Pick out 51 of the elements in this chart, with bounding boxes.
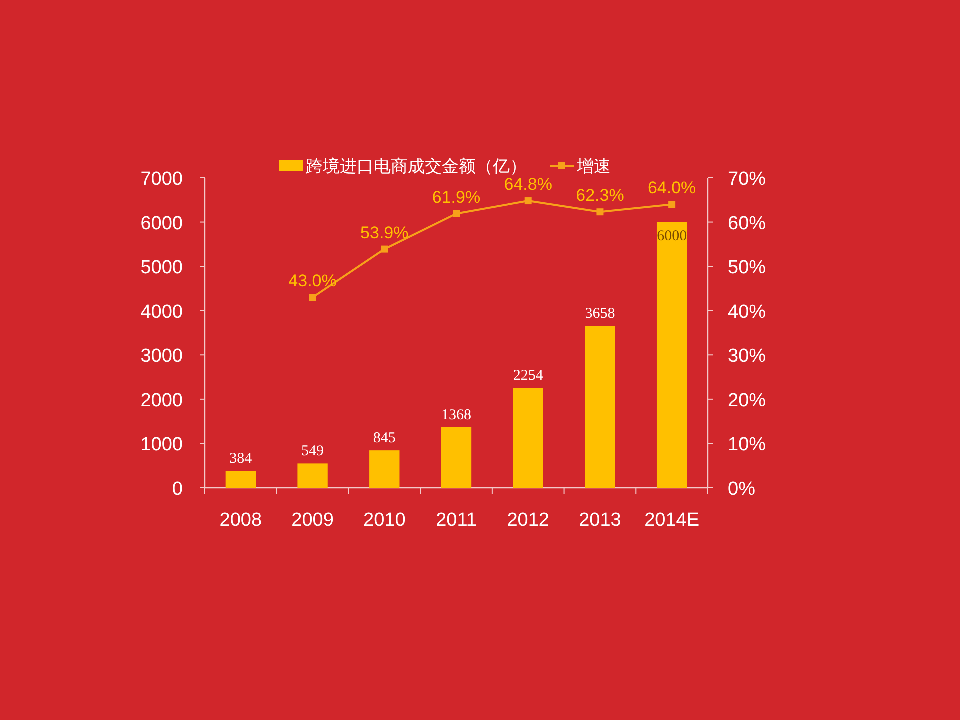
- data-label: 61.9%: [432, 188, 481, 207]
- x-tick-label: 2008: [220, 510, 262, 531]
- point: [309, 294, 316, 302]
- data-label: 549: [302, 444, 324, 460]
- y-tick-label: 5000: [140, 258, 183, 279]
- x-tick-label: 2013: [579, 510, 622, 531]
- legend-label: 增速: [576, 157, 611, 176]
- y2-tick-label: 10%: [728, 434, 766, 456]
- bar: [226, 470, 256, 488]
- x-tick-label: 2009: [292, 510, 334, 531]
- y2-tick-label: 40%: [728, 302, 766, 323]
- bar: [298, 464, 328, 488]
- y-tick-label: 4000: [140, 302, 183, 323]
- point: [381, 246, 388, 253]
- data-label: 1368: [442, 407, 472, 424]
- y2-tick-label: 70%: [728, 169, 766, 190]
- point: [524, 198, 532, 205]
- data-label: 384: [230, 450, 253, 467]
- y-tick-label: 6000: [140, 213, 183, 234]
- x-tick-label: 2011: [436, 510, 477, 531]
- data-label: 64.0%: [648, 178, 696, 198]
- y-tick-label: 1000: [140, 434, 183, 456]
- data-label: 43.0%: [288, 272, 337, 291]
- x-tick-label: 2014E: [644, 510, 700, 531]
- point: [453, 210, 460, 218]
- data-label: 3658: [585, 306, 616, 322]
- x-tick-label: 2012: [507, 510, 550, 531]
- y-tick-label: 2000: [140, 390, 183, 412]
- data-label: 62.3%: [576, 186, 624, 206]
- data-label: 64.8%: [504, 175, 552, 194]
- y2-tick-label: 20%: [728, 390, 766, 412]
- y2-tick-label: 50%: [728, 258, 766, 279]
- point: [596, 208, 604, 216]
- bar: [441, 427, 472, 488]
- bar: [585, 326, 616, 488]
- y-tick-label: 7000: [140, 169, 183, 190]
- y2-tick-label: 0%: [728, 479, 756, 500]
- bar: [513, 388, 544, 488]
- x-tick-label: 2010: [364, 510, 406, 531]
- bar: [370, 450, 400, 488]
- data-label: 845: [373, 430, 396, 447]
- bar: [656, 222, 688, 488]
- y2-tick-label: 60%: [728, 213, 766, 234]
- y-tick-label: 0: [172, 479, 183, 500]
- point: [668, 201, 676, 208]
- y2-tick-label: 30%: [728, 346, 766, 368]
- legend-label: 跨境进口电商成交金额（亿）: [306, 157, 527, 176]
- data-label: 2254: [513, 368, 544, 384]
- data-label: 6000: [657, 228, 688, 244]
- data-label: 53.9%: [360, 223, 409, 242]
- y-tick-label: 3000: [140, 346, 183, 368]
